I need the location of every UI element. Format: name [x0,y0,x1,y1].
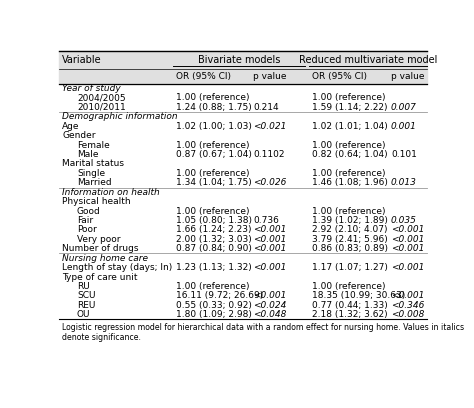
Text: 0.55 (0.33; 0.92): 0.55 (0.33; 0.92) [176,301,252,310]
Text: Very poor: Very poor [77,235,120,244]
Text: <0.001: <0.001 [391,291,424,300]
Text: OR (95% CI): OR (95% CI) [312,72,367,81]
Text: 0.86 (0.83; 0.89): 0.86 (0.83; 0.89) [312,244,388,253]
Text: 0.001: 0.001 [391,122,417,131]
Text: 2004/2005: 2004/2005 [77,93,126,102]
Text: 1.00 (reference): 1.00 (reference) [312,169,385,178]
Text: 1.34 (1.04; 1.75): 1.34 (1.04; 1.75) [176,178,252,187]
Text: Marital status: Marital status [62,160,124,169]
Text: Poor: Poor [77,225,97,235]
Text: Length of stay (days; ln): Length of stay (days; ln) [62,263,173,272]
Text: 1.39 (1.02; 1.89): 1.39 (1.02; 1.89) [312,216,388,225]
Text: Physical health: Physical health [62,197,131,206]
Text: Nursing home care: Nursing home care [62,254,148,263]
Text: Male: Male [77,150,99,159]
Text: Female: Female [77,141,109,150]
Text: 2.92 (2.10; 4.07): 2.92 (2.10; 4.07) [312,225,387,235]
Text: 2.18 (1.32; 3.62): 2.18 (1.32; 3.62) [312,310,388,319]
Text: 0.77 (0.44; 1.33): 0.77 (0.44; 1.33) [312,301,388,310]
Text: 1.59 (1.14; 2.22): 1.59 (1.14; 2.22) [312,103,387,112]
Text: Type of care unit: Type of care unit [62,273,137,282]
Text: OU: OU [77,310,91,319]
Text: Fair: Fair [77,216,93,225]
Text: <0.024: <0.024 [253,301,287,310]
Text: <0.001: <0.001 [391,235,424,244]
Text: 0.736: 0.736 [253,216,279,225]
Text: 0.1102: 0.1102 [253,150,285,159]
Text: 0.007: 0.007 [391,103,417,112]
Text: OR (95% CI): OR (95% CI) [176,72,231,81]
Text: 0.214: 0.214 [253,103,279,112]
Text: <0.008: <0.008 [391,310,424,319]
Text: 1.23 (1.13; 1.32): 1.23 (1.13; 1.32) [176,263,252,272]
Text: p value: p value [253,72,287,81]
Text: <0.001: <0.001 [253,244,287,253]
Text: 1.00 (reference): 1.00 (reference) [176,93,250,102]
Text: <0.001: <0.001 [253,291,287,300]
Text: Reduced multivariate model: Reduced multivariate model [299,55,437,64]
Text: 1.00 (reference): 1.00 (reference) [176,282,250,291]
Text: 1.00 (reference): 1.00 (reference) [312,93,385,102]
Text: 1.24 (0.88; 1.75): 1.24 (0.88; 1.75) [176,103,252,112]
Text: 3.79 (2.41; 5.96): 3.79 (2.41; 5.96) [312,235,388,244]
Text: 0.82 (0.64; 1.04): 0.82 (0.64; 1.04) [312,150,388,159]
Text: 1.80 (1.09; 2.98): 1.80 (1.09; 2.98) [176,310,252,319]
Text: REU: REU [77,301,95,310]
Text: <0.346: <0.346 [391,301,424,310]
Text: Information on health: Information on health [62,188,160,197]
Text: Number of drugs: Number of drugs [62,244,139,253]
Text: Logistic regression model for hierarchical data with a random effect for nursing: Logistic regression model for hierarchic… [62,323,465,332]
Text: Age: Age [62,122,80,131]
Bar [59,69,427,84]
Text: 1.00 (reference): 1.00 (reference) [176,206,250,215]
Text: Married: Married [77,178,111,187]
Text: <0.001: <0.001 [253,235,287,244]
Text: SCU: SCU [77,291,95,300]
Text: <0.021: <0.021 [253,122,287,131]
Text: Demographic information: Demographic information [62,112,178,121]
Text: <0.001: <0.001 [253,263,287,272]
Text: 2.00 (1.32; 3.03): 2.00 (1.32; 3.03) [176,235,252,244]
Text: 1.00 (reference): 1.00 (reference) [312,206,385,215]
Text: 1.00 (reference): 1.00 (reference) [312,141,385,150]
Text: Variable: Variable [62,55,102,64]
Text: Good: Good [77,206,100,215]
Text: <0.001: <0.001 [391,225,424,235]
Text: 1.00 (reference): 1.00 (reference) [312,282,385,291]
Text: 1.00 (reference): 1.00 (reference) [176,141,250,150]
Text: 1.00 (reference): 1.00 (reference) [176,169,250,178]
Text: 0.87 (0.67; 1.04): 0.87 (0.67; 1.04) [176,150,252,159]
Text: <0.001: <0.001 [391,263,424,272]
Text: Single: Single [77,169,105,178]
Text: 1.46 (1.08; 1.96): 1.46 (1.08; 1.96) [312,178,388,187]
Text: 1.17 (1.07; 1.27): 1.17 (1.07; 1.27) [312,263,388,272]
Text: 18.35 (10.99; 30.63): 18.35 (10.99; 30.63) [312,291,405,300]
Text: <0.001: <0.001 [391,244,424,253]
Text: 1.02 (1.00; 1.03): 1.02 (1.00; 1.03) [176,122,252,131]
Text: 0.035: 0.035 [391,216,417,225]
Text: 1.66 (1.24; 2.23): 1.66 (1.24; 2.23) [176,225,252,235]
Text: p value: p value [391,72,425,81]
Text: <0.048: <0.048 [253,310,287,319]
Bar [59,51,427,69]
Text: 2010/2011: 2010/2011 [77,103,126,112]
Text: 0.013: 0.013 [391,178,417,187]
Text: 1.02 (1.01; 1.04): 1.02 (1.01; 1.04) [312,122,388,131]
Text: denote significance.: denote significance. [62,333,141,341]
Text: 0.87 (0.84; 0.90): 0.87 (0.84; 0.90) [176,244,252,253]
Text: Gender: Gender [62,131,96,140]
Text: Year of study: Year of study [62,84,121,93]
Text: RU: RU [77,282,90,291]
Text: 16.11 (9.72; 26.69): 16.11 (9.72; 26.69) [176,291,264,300]
Text: <0.001: <0.001 [253,225,287,235]
Text: 1.05 (0.80; 1.38): 1.05 (0.80; 1.38) [176,216,252,225]
Text: Bivariate models: Bivariate models [198,55,281,64]
Text: 0.101: 0.101 [391,150,417,159]
Text: <0.026: <0.026 [253,178,287,187]
